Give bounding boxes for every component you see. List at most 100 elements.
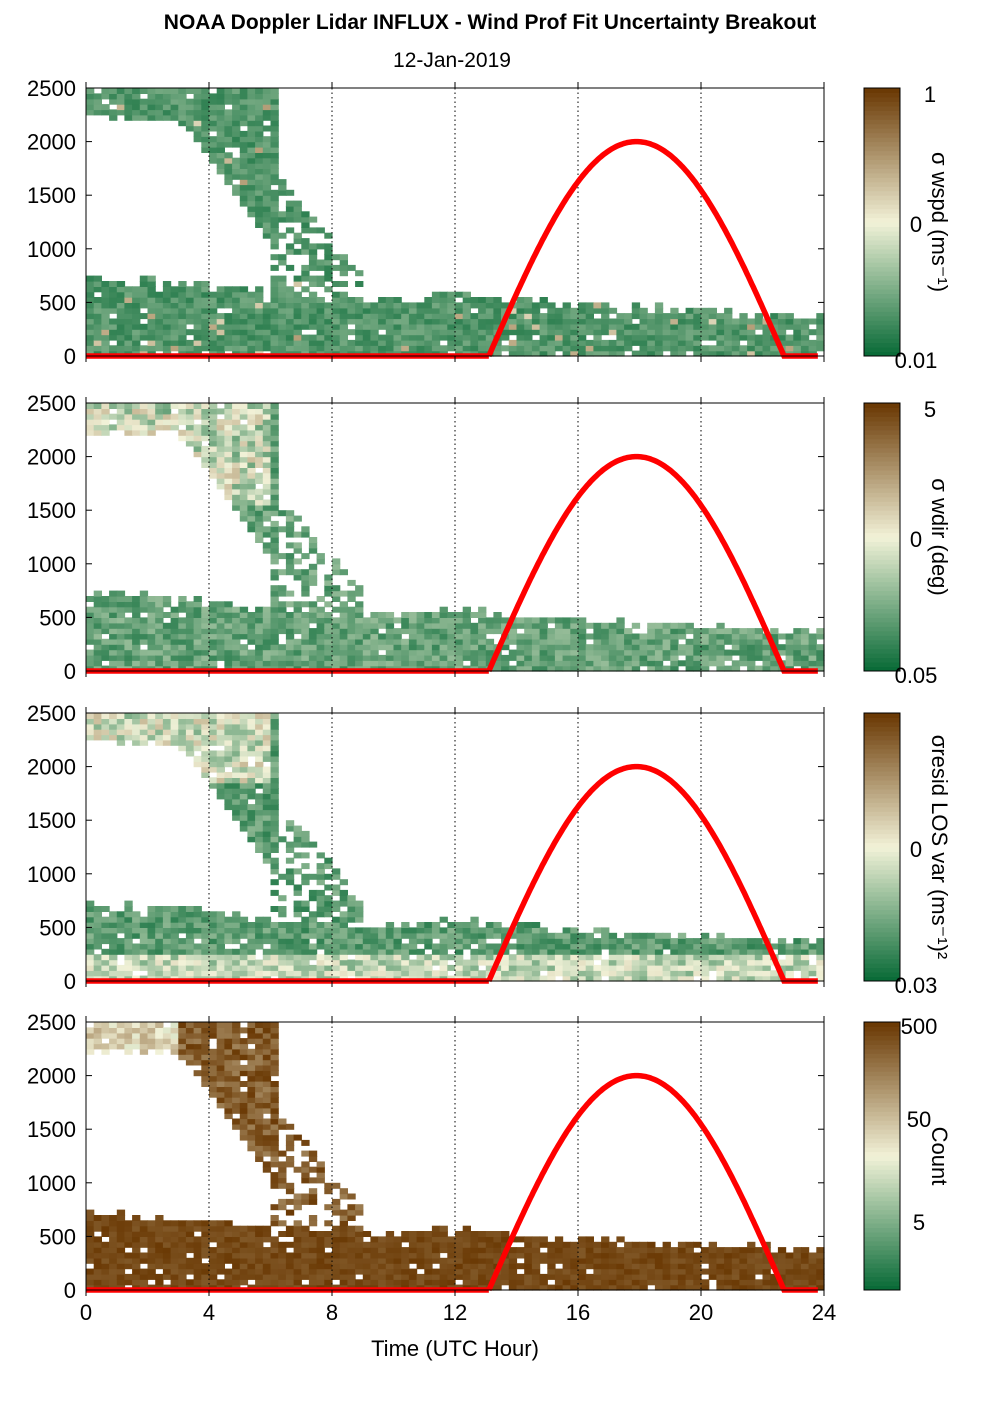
- heatmap-cell: [124, 900, 133, 907]
- heatmap-cell: [578, 313, 587, 320]
- heatmap-cell: [301, 297, 310, 303]
- heatmap-cell: [301, 1268, 310, 1275]
- heatmap-cell: [178, 970, 187, 977]
- colorbar-step: [864, 838, 900, 844]
- heatmap-cell: [554, 345, 564, 352]
- heatmap-cell: [93, 329, 102, 336]
- heatmap-cell: [347, 911, 356, 918]
- heatmap-cell: [670, 350, 679, 357]
- heatmap-cell: [547, 350, 556, 357]
- heatmap-cell: [800, 959, 810, 966]
- heatmap-cell: [339, 297, 348, 303]
- heatmap-cell: [662, 339, 671, 346]
- heatmap-cell: [762, 660, 771, 667]
- heatmap-cell: [93, 1043, 102, 1050]
- heatmap-cell: [316, 906, 325, 912]
- heatmap-cell: [185, 88, 195, 94]
- heatmap-cell: [147, 601, 156, 608]
- heatmap-cell: [616, 628, 625, 635]
- heatmap-cell: [570, 654, 579, 661]
- heatmap-cell: [216, 286, 225, 293]
- heatmap-cell: [116, 713, 126, 719]
- heatmap-cell: [101, 1022, 110, 1028]
- heatmap-cell: [478, 323, 487, 330]
- heatmap-cell: [155, 93, 164, 100]
- heatmap-cell: [262, 1279, 272, 1286]
- colorbar-step: [864, 829, 900, 835]
- heatmap-cell: [193, 739, 202, 746]
- heatmap-cell: [116, 109, 126, 116]
- heatmap-cell: [455, 329, 464, 336]
- heatmap-cell: [301, 307, 310, 314]
- heatmap-cell: [578, 954, 587, 961]
- heatmap-cell: [270, 1038, 279, 1045]
- heatmap-cell: [339, 895, 348, 902]
- heatmap-cell: [124, 413, 133, 420]
- heatmap-cell: [554, 948, 564, 955]
- heatmap-cell: [324, 873, 333, 880]
- heatmap-cell: [470, 959, 479, 966]
- heatmap-cell: [578, 970, 587, 977]
- heatmap-cell: [455, 660, 464, 667]
- heatmap-cell: [232, 793, 241, 800]
- heatmap-cell: [116, 1225, 126, 1232]
- heatmap-cell: [278, 286, 287, 293]
- heatmap-cell: [316, 954, 325, 961]
- heatmap-cell: [193, 612, 202, 618]
- heatmap-cell: [416, 612, 425, 618]
- heatmap-cell: [278, 1118, 287, 1125]
- heatmap-cell: [93, 1215, 102, 1221]
- heatmap-cell: [308, 563, 318, 570]
- heatmap-cell: [585, 313, 594, 320]
- heatmap-cell: [147, 1252, 156, 1259]
- heatmap-cell: [255, 1043, 264, 1050]
- heatmap-cell: [378, 660, 387, 667]
- heatmap-cell: [247, 1113, 256, 1120]
- heatmap-cell: [262, 922, 272, 928]
- heatmap-cell: [262, 200, 272, 207]
- heatmap-cell: [262, 1268, 272, 1275]
- colorbar-step: [864, 608, 900, 614]
- heatmap-cell: [247, 445, 256, 452]
- heatmap-cell: [155, 596, 164, 602]
- heatmap-cell: [739, 959, 748, 966]
- heatmap-cell: [224, 130, 233, 137]
- heatmap-cell: [339, 948, 348, 955]
- heatmap-cell: [262, 638, 272, 645]
- heatmap-cell: [109, 1027, 118, 1034]
- heatmap-cell: [239, 147, 249, 153]
- heatmap-cell: [554, 329, 564, 336]
- heatmap-cell: [185, 649, 195, 656]
- colorbar-step: [864, 342, 900, 348]
- heatmap-cell: [662, 970, 671, 977]
- heatmap-cell: [116, 590, 126, 597]
- heatmap-cell: [86, 345, 95, 352]
- heatmap-cell: [124, 638, 133, 645]
- heatmap-cell: [270, 847, 279, 853]
- heatmap-cell: [232, 467, 241, 474]
- heatmap-cell: [785, 964, 794, 971]
- heatmap-cell: [109, 109, 118, 116]
- colorbar-step: [864, 905, 900, 911]
- heatmap-cell: [178, 307, 187, 314]
- heatmap-cell: [362, 964, 372, 971]
- heatmap-cell: [201, 109, 210, 116]
- heatmap-cell: [816, 954, 825, 961]
- heatmap-cell: [439, 334, 448, 341]
- heatmap-cell: [285, 563, 295, 570]
- colorbar-step: [864, 972, 900, 978]
- heatmap-cell: [239, 1252, 249, 1259]
- heatmap-cell: [224, 114, 233, 121]
- heatmap-cell: [531, 649, 541, 656]
- heatmap-cell: [278, 943, 287, 950]
- heatmap-cell: [262, 211, 272, 218]
- heatmap-cell: [270, 590, 279, 597]
- heatmap-cell: [608, 943, 618, 950]
- heatmap-cell: [139, 1241, 149, 1248]
- heatmap-cell: [86, 104, 95, 111]
- heatmap-cell: [109, 403, 118, 409]
- heatmap-cell: [416, 954, 425, 961]
- heatmap-cell: [139, 622, 149, 629]
- heatmap-cell: [270, 1107, 279, 1114]
